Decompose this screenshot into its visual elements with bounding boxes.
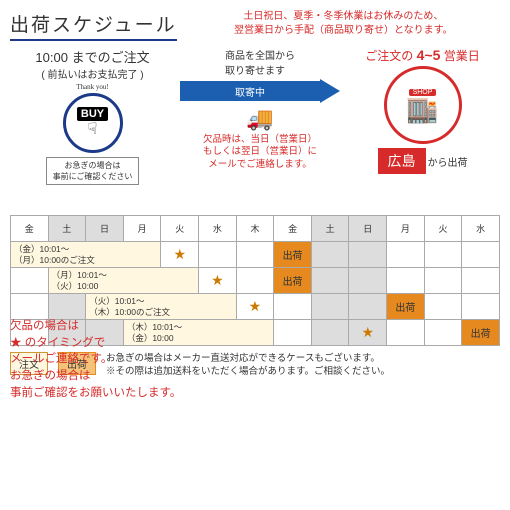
ship-from: 広島から出荷 [378, 144, 468, 174]
legend-order: 注文 [10, 352, 48, 375]
hand-icon: ☟ [88, 119, 98, 139]
day-header: 火 [424, 216, 462, 242]
day-header: 木 [236, 216, 274, 242]
day-header: 土 [48, 216, 86, 242]
star-cell: ★ [199, 268, 237, 294]
ship-cell: 出荷 [387, 294, 425, 320]
buy-icon: BUY ☟ [63, 93, 123, 153]
arrow: 取寄中 [180, 79, 340, 103]
order-span: （金）10:01～（月）10:00のご注文 [11, 242, 161, 268]
collect-text: 商品を全国から取り寄せます [225, 47, 295, 77]
schedule-table: 金土日月火水木金土日月火水 （金）10:01～（月）10:00のご注文★出荷（月… [10, 215, 500, 346]
day-header: 水 [199, 216, 237, 242]
order-span: （木）10:01～（金）10:00 [123, 320, 273, 346]
urgent-note: お急ぎの場合は事前にご確認ください [46, 157, 140, 185]
thankyou-text: Thank you! [76, 83, 108, 91]
legend: 注文 出荷 お急ぎの場合はメーカー直送対応ができるケースもございます。※その際は… [10, 352, 500, 379]
ship-cell: 出荷 [462, 320, 500, 346]
order-span: （月）10:01～（火）10:00 [48, 268, 198, 294]
lead-time: ご注文の 4~5 営業日 [365, 47, 479, 64]
ship-cell: 出荷 [274, 268, 312, 294]
legend-ship: 出荷 [58, 352, 96, 375]
star-cell: ★ [161, 242, 199, 268]
ship-cell: 出荷 [274, 242, 312, 268]
shop-icon: SHOP 🏬 [384, 66, 462, 144]
flow-diagram: 10:00 までのご注文 ( 前払いはお支払完了 ) Thank you! BU… [10, 47, 500, 209]
day-header: 金 [11, 216, 49, 242]
day-header: 月 [123, 216, 161, 242]
page-title: 出荷スケジュール [10, 10, 177, 41]
day-header: 日 [86, 216, 124, 242]
day-header: 土 [311, 216, 349, 242]
day-header: 日 [349, 216, 387, 242]
order-sub: ( 前払いはお支払完了 ) [41, 66, 143, 81]
stockout-note: 欠品時は、当日（営業日）もしくは翌日（営業日）にメールでご連絡します。 [203, 134, 317, 171]
truck-icon: 🚚 [246, 106, 273, 132]
day-header: 金 [274, 216, 312, 242]
order-deadline: 10:00 までのご注文 [35, 47, 149, 66]
order-span: （火）10:01～（木）10:00のご注文 [86, 294, 236, 320]
star-cell: ★ [349, 320, 387, 346]
star-cell: ★ [236, 294, 274, 320]
day-header: 水 [462, 216, 500, 242]
holiday-notice: 土日祝日、夏季・冬季休業はお休みのため、翌営業日から手配（商品取り寄せ）となりま… [187, 10, 500, 38]
legend-text: お急ぎの場合はメーカー直送対応ができるケースもございます。※その際は追加送料をい… [106, 352, 390, 379]
day-header: 火 [161, 216, 199, 242]
day-header: 月 [387, 216, 425, 242]
